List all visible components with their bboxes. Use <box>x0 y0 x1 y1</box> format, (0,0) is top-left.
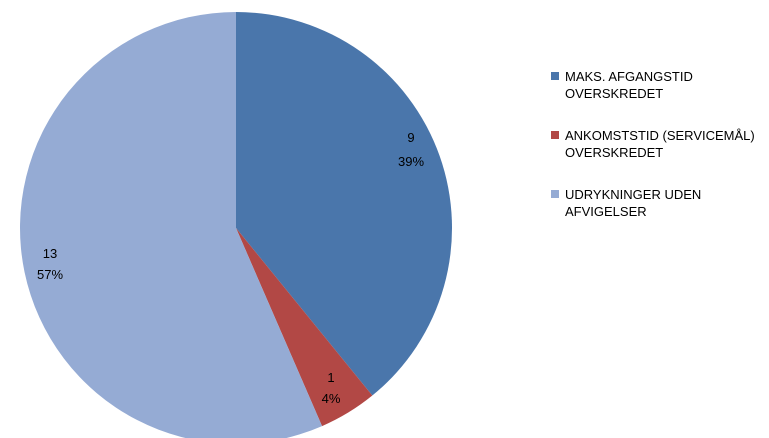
legend-item-arrival-time: ANKOMSTSTID (SERVICEMÅL) OVERSKREDET <box>551 127 766 161</box>
pie-slices <box>20 12 452 438</box>
data-label-count-0: 9 <box>407 130 414 145</box>
pie-slice-arrival-time <box>236 228 373 427</box>
legend: MAKS. AFGANGSTID OVERSKREDET ANKOMSTSTID… <box>551 68 766 245</box>
legend-item-no-deviations: UDRYKNINGER UDEN AFVIGELSER <box>551 186 766 220</box>
pie-slice-max-departure <box>236 12 452 396</box>
legend-swatch <box>551 131 559 139</box>
data-label-percent-0: 39% <box>398 154 424 169</box>
legend-swatch <box>551 190 559 198</box>
legend-label: MAKS. AFGANGSTID OVERSKREDET <box>565 69 693 101</box>
pie-slice-no-deviations <box>20 12 323 438</box>
data-labels: 9 39% 1 4% 13 57% <box>37 130 424 406</box>
data-label-count-2: 13 <box>43 246 57 261</box>
legend-item-max-departure: MAKS. AFGANGSTID OVERSKREDET <box>551 68 766 102</box>
legend-label: ANKOMSTSTID (SERVICEMÅL) OVERSKREDET <box>565 128 755 160</box>
data-label-percent-2: 57% <box>37 267 63 282</box>
legend-label: UDRYKNINGER UDEN AFVIGELSER <box>565 187 702 219</box>
data-label-count-1: 1 <box>327 370 334 385</box>
data-label-percent-1: 4% <box>322 391 341 406</box>
legend-swatch <box>551 72 559 80</box>
